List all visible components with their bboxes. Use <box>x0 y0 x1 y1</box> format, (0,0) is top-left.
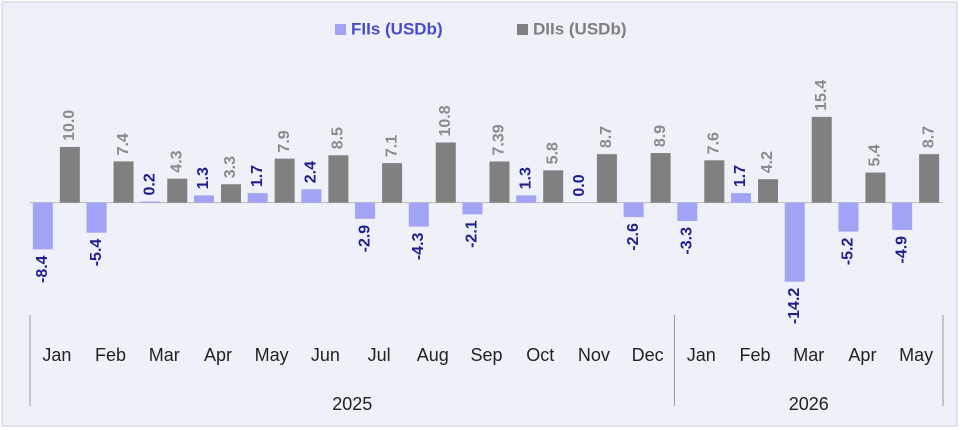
bar <box>435 142 456 203</box>
legend-swatch <box>517 24 528 35</box>
bar <box>32 202 53 250</box>
value-label: -2.6 <box>625 223 642 251</box>
value-label: 7.1 <box>383 135 400 157</box>
bar <box>919 154 940 203</box>
value-label: -4.9 <box>893 236 910 264</box>
x-tick-label: Oct <box>526 345 554 365</box>
x-tick-label: Aug <box>417 345 449 365</box>
bar <box>623 202 644 218</box>
bar <box>650 153 671 203</box>
bar <box>784 202 805 282</box>
bar <box>140 201 161 203</box>
bar <box>865 172 886 203</box>
value-label: -4.3 <box>410 232 427 260</box>
value-label: 5.8 <box>544 142 561 164</box>
bar <box>301 189 322 203</box>
value-label: -14.2 <box>786 288 803 325</box>
x-tick-label: Jan <box>42 345 71 365</box>
x-tick-label: Mar <box>793 345 824 365</box>
bar <box>408 202 429 227</box>
bar <box>355 202 376 219</box>
bar <box>677 202 698 222</box>
value-label: 4.2 <box>759 151 776 173</box>
bar <box>704 160 725 203</box>
value-label: -2.9 <box>356 225 373 253</box>
value-label: 10.8 <box>437 105 454 136</box>
value-label: 8.5 <box>330 127 347 149</box>
value-label: 1.3 <box>517 167 534 189</box>
x-tick-label: Jan <box>687 345 716 365</box>
x-tick-label: Apr <box>204 345 232 365</box>
value-label: 7.9 <box>276 130 293 152</box>
bar <box>328 155 349 203</box>
value-label: 4.3 <box>168 150 185 172</box>
value-label: 5.4 <box>867 144 884 166</box>
value-label: -3.3 <box>679 227 696 255</box>
value-label: -5.2 <box>840 237 857 265</box>
bar <box>543 170 564 203</box>
value-label: 0.2 <box>141 173 158 195</box>
value-label: 7.6 <box>706 132 723 154</box>
x-tick-label: May <box>255 345 289 365</box>
value-label: 1.7 <box>249 165 266 187</box>
value-label: -5.4 <box>88 239 105 267</box>
value-label: 2.4 <box>303 161 320 183</box>
bar <box>596 154 617 203</box>
bar <box>220 184 241 203</box>
x-tick-label: May <box>899 345 933 365</box>
bar <box>167 178 188 203</box>
bar <box>247 193 268 203</box>
bar <box>86 202 107 233</box>
legend-label: DIIs (USDb) <box>533 19 627 38</box>
x-tick-label: Jun <box>311 345 340 365</box>
value-label: 8.9 <box>652 125 669 147</box>
bar <box>274 158 295 203</box>
bar <box>382 163 403 203</box>
bar <box>59 146 80 203</box>
bar <box>731 193 752 203</box>
bar <box>489 161 510 203</box>
x-tick-label: Feb <box>740 345 771 365</box>
group-label: 2026 <box>789 394 829 414</box>
bar <box>113 161 134 203</box>
value-label: 10.0 <box>61 110 78 141</box>
value-label: 7.39 <box>491 124 508 155</box>
value-label: 15.4 <box>813 80 830 111</box>
bar <box>516 195 537 203</box>
x-tick-label: Sep <box>470 345 502 365</box>
value-label: 7.4 <box>115 133 132 155</box>
x-tick-label: Feb <box>95 345 126 365</box>
bar <box>462 202 483 215</box>
value-label: 8.7 <box>598 126 615 148</box>
x-tick-label: Nov <box>578 345 610 365</box>
x-tick-label: Dec <box>632 345 664 365</box>
bar <box>838 202 859 232</box>
legend-label: FIIs (USDb) <box>351 19 443 38</box>
legend-swatch <box>335 24 346 35</box>
value-label: 1.7 <box>732 165 749 187</box>
x-tick-label: Jul <box>368 345 391 365</box>
bar <box>193 195 214 203</box>
bar <box>892 202 913 230</box>
bar <box>758 179 779 203</box>
value-label: 8.7 <box>920 126 937 148</box>
x-tick-label: Mar <box>149 345 180 365</box>
x-tick-label: Apr <box>848 345 876 365</box>
group-label: 2025 <box>332 394 372 414</box>
value-label: -8.4 <box>34 255 51 283</box>
bar <box>811 116 832 203</box>
value-label: 3.3 <box>222 156 239 178</box>
value-label: 0.0 <box>571 174 588 196</box>
value-label: -2.1 <box>464 220 481 248</box>
value-label: 1.3 <box>195 167 212 189</box>
